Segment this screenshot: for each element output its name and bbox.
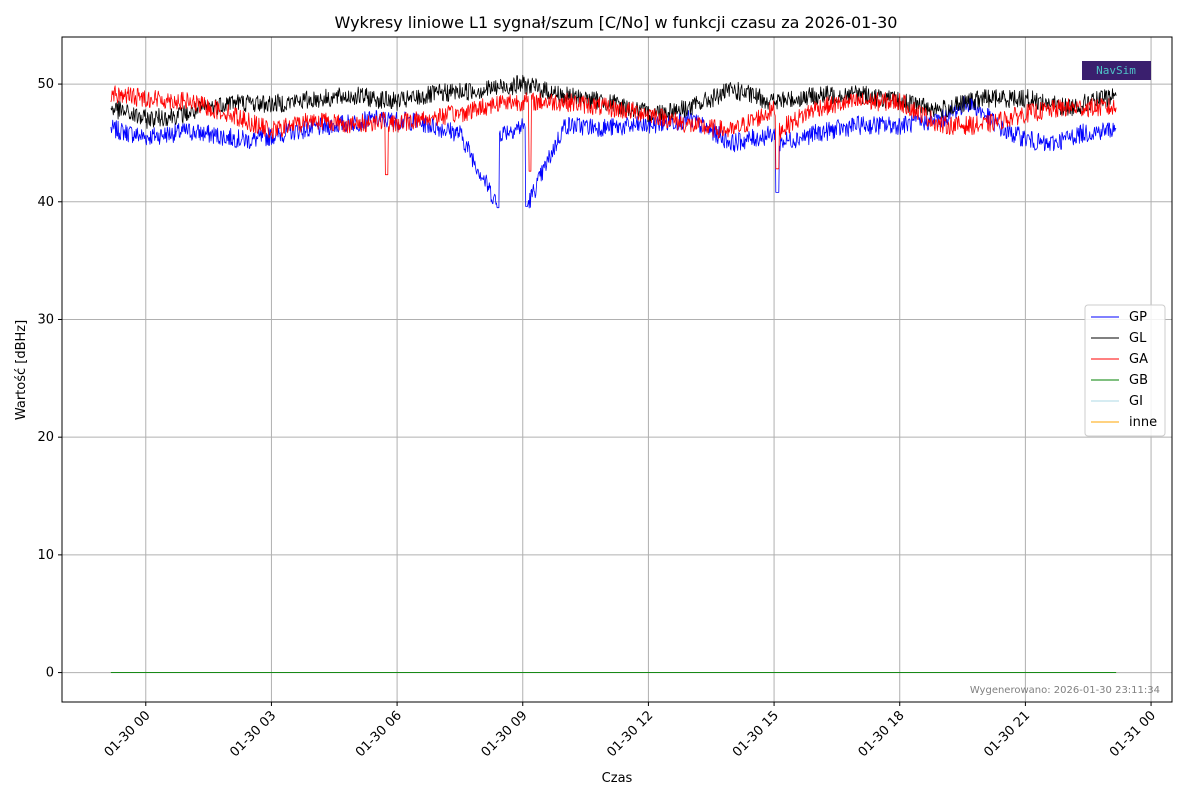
y-tick-label: 50 <box>37 77 54 92</box>
chart-title: Wykresy liniowe L1 sygnał/szum [C/No] w … <box>335 13 898 32</box>
y-tick-label: 30 <box>37 312 54 327</box>
legend-label-gl: GL <box>1129 331 1147 346</box>
legend-label-gb: GB <box>1129 373 1148 388</box>
footer-generated: Wygenerowano: 2026-01-30 23:11:34 <box>970 685 1160 696</box>
y-tick-label: 0 <box>46 666 54 681</box>
legend-label-ga: GA <box>1129 352 1148 367</box>
y-tick-label: 10 <box>37 548 54 563</box>
legend: GP GL GA GB GI inne <box>1084 304 1166 437</box>
series-group <box>110 74 1117 673</box>
legend-label-inne: inne <box>1129 415 1157 430</box>
legend-label-gp: GP <box>1129 310 1147 325</box>
plot-frame <box>61 36 1173 703</box>
y-axis: 0 10 20 30 40 50 <box>37 77 62 681</box>
x-axis-label: Czas <box>602 771 633 786</box>
y-tick-label: 20 <box>37 430 54 445</box>
logo-text: NavSim <box>1096 64 1136 77</box>
series-line-ga <box>110 85 1117 176</box>
series-line-gp <box>110 93 1117 209</box>
grid <box>62 37 1172 702</box>
y-tick-label: 40 <box>37 195 54 210</box>
logo: NavSim <box>1082 61 1151 80</box>
legend-label-gi: GI <box>1129 394 1143 409</box>
y-axis-label: Wartość [dBHz] <box>14 320 29 420</box>
